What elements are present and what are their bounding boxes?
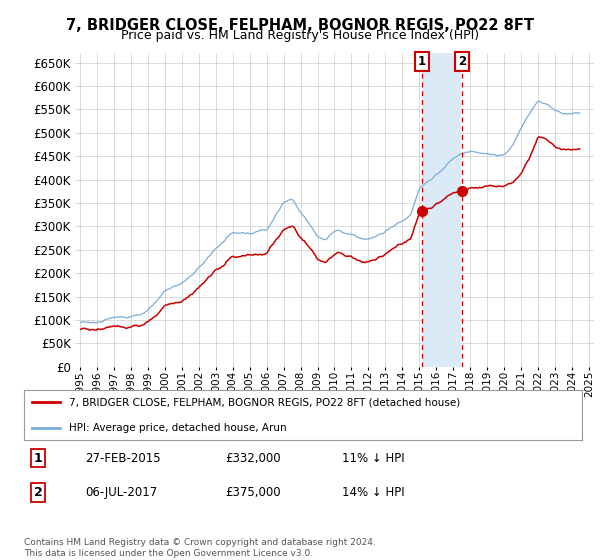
Text: 11% ↓ HPI: 11% ↓ HPI <box>342 451 404 465</box>
Text: 7, BRIDGER CLOSE, FELPHAM, BOGNOR REGIS, PO22 8FT: 7, BRIDGER CLOSE, FELPHAM, BOGNOR REGIS,… <box>66 18 534 33</box>
Text: HPI: Average price, detached house, Arun: HPI: Average price, detached house, Arun <box>68 423 286 433</box>
Text: 1: 1 <box>34 451 43 465</box>
Text: 2: 2 <box>34 486 43 500</box>
Text: Contains HM Land Registry data © Crown copyright and database right 2024.: Contains HM Land Registry data © Crown c… <box>24 538 376 547</box>
Text: 14% ↓ HPI: 14% ↓ HPI <box>342 486 404 500</box>
Text: £375,000: £375,000 <box>225 486 281 500</box>
Text: 06-JUL-2017: 06-JUL-2017 <box>85 486 158 500</box>
Text: £332,000: £332,000 <box>225 451 281 465</box>
Text: 27-FEB-2015: 27-FEB-2015 <box>85 451 161 465</box>
Text: This data is licensed under the Open Government Licence v3.0.: This data is licensed under the Open Gov… <box>24 549 313 558</box>
Text: 7, BRIDGER CLOSE, FELPHAM, BOGNOR REGIS, PO22 8FT (detached house): 7, BRIDGER CLOSE, FELPHAM, BOGNOR REGIS,… <box>68 397 460 407</box>
Text: 2: 2 <box>458 55 466 68</box>
Text: 1: 1 <box>418 55 426 68</box>
Text: Price paid vs. HM Land Registry's House Price Index (HPI): Price paid vs. HM Land Registry's House … <box>121 29 479 42</box>
